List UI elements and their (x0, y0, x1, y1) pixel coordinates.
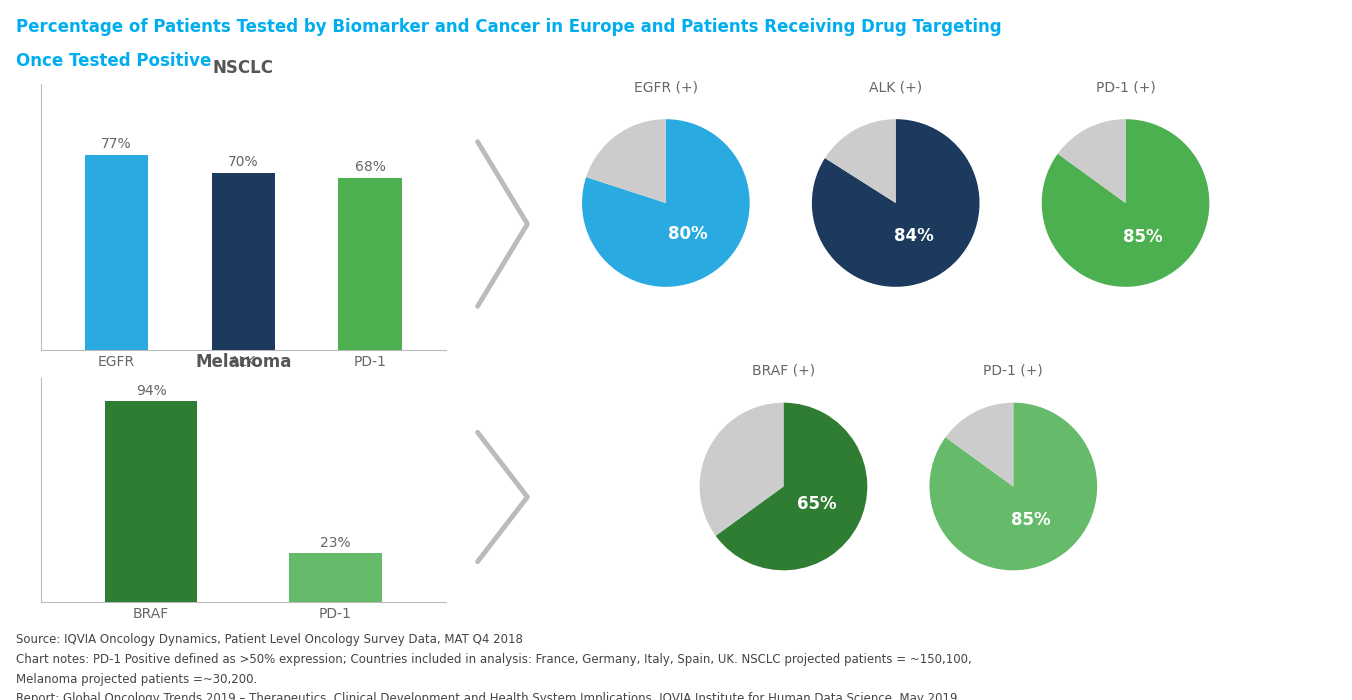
Text: Chart notes: PD-1 Positive defined as >50% expression; Countries included in ana: Chart notes: PD-1 Positive defined as >5… (16, 653, 972, 666)
Bar (338, 178, 402, 350)
Title: PD-1 (+): PD-1 (+) (983, 364, 1044, 378)
Title: BRAF (+): BRAF (+) (752, 364, 815, 378)
Text: Melanoma projected patients =~30,200.: Melanoma projected patients =~30,200. (16, 673, 257, 686)
Text: 94%: 94% (135, 384, 166, 398)
Title: ALK (+): ALK (+) (869, 80, 922, 94)
Text: 85%: 85% (1011, 511, 1051, 529)
Title: EGFR (+): EGFR (+) (634, 80, 698, 94)
Wedge shape (945, 402, 1014, 486)
Wedge shape (929, 402, 1096, 570)
Wedge shape (587, 119, 667, 203)
Wedge shape (715, 402, 867, 570)
Wedge shape (1041, 119, 1209, 287)
Wedge shape (825, 119, 896, 203)
Bar (85, 155, 149, 350)
Text: Percentage of Patients Tested by Biomarker and Cancer in Europe and Patients Rec: Percentage of Patients Tested by Biomark… (16, 18, 1002, 36)
Text: 84%: 84% (894, 227, 934, 245)
Bar (105, 402, 197, 602)
Wedge shape (1057, 119, 1126, 203)
Text: 85%: 85% (1124, 228, 1163, 246)
Text: 80%: 80% (668, 225, 708, 242)
Title: PD-1 (+): PD-1 (+) (1095, 80, 1156, 94)
Text: Once Tested Positive: Once Tested Positive (16, 52, 212, 71)
Wedge shape (813, 119, 979, 287)
Text: Source: IQVIA Oncology Dynamics, Patient Level Oncology Survey Data, MAT Q4 2018: Source: IQVIA Oncology Dynamics, Patient… (16, 634, 523, 647)
Bar (289, 553, 381, 602)
Text: 70%: 70% (228, 155, 258, 169)
Title: Melanoma: Melanoma (195, 353, 292, 371)
Text: 68%: 68% (354, 160, 385, 174)
Bar (212, 173, 274, 350)
Text: 77%: 77% (101, 137, 132, 151)
Wedge shape (581, 119, 749, 287)
Title: NSCLC: NSCLC (212, 59, 274, 77)
Wedge shape (700, 402, 784, 536)
Text: 23%: 23% (320, 536, 352, 550)
Text: 65%: 65% (798, 495, 837, 512)
Text: Report: Global Oncology Trends 2019 – Therapeutics, Clinical Development and Hea: Report: Global Oncology Trends 2019 – Th… (16, 692, 957, 700)
